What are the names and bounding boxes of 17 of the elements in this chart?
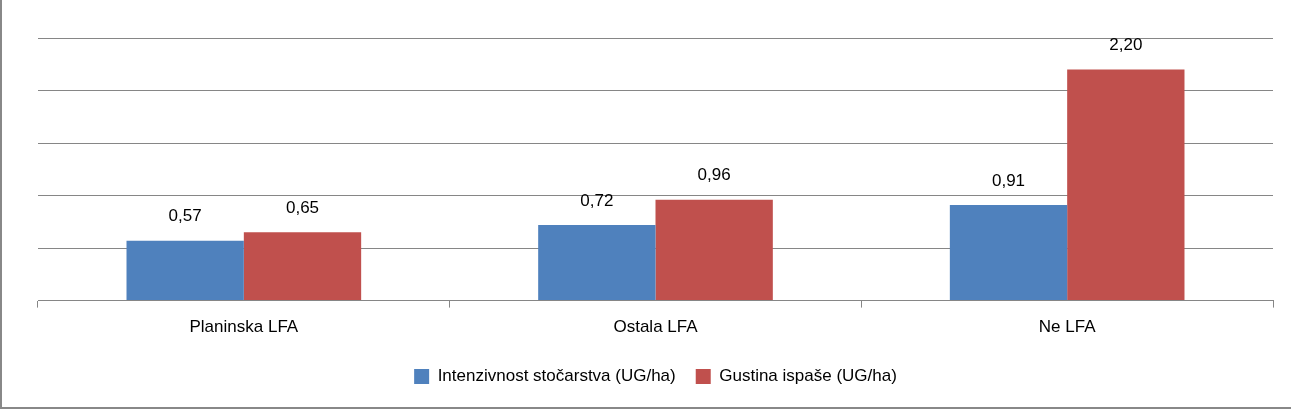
data-label: 0,72 <box>580 190 614 210</box>
bar <box>243 232 362 301</box>
data-label: 0,65 <box>285 198 320 218</box>
legend-label: Gustina ispaše (UG/ha) <box>719 366 897 386</box>
bar <box>126 240 244 301</box>
bar <box>655 199 773 301</box>
x-tick-label: Ostala LFA <box>613 317 699 337</box>
x-tick-label: Planinska LFA <box>189 317 299 337</box>
bar <box>538 224 656 301</box>
legend-label: Intenzivnost stočarstva (UG/ha) <box>437 366 676 386</box>
data-label: 0,57 <box>168 206 202 226</box>
bar <box>949 205 1068 301</box>
bar <box>1067 69 1185 301</box>
x-tick-label: Ne LFA <box>1038 317 1097 337</box>
data-label: 2,20 <box>1109 35 1143 55</box>
data-label: 0,96 <box>697 165 731 185</box>
data-label: 0,91 <box>991 170 1026 190</box>
